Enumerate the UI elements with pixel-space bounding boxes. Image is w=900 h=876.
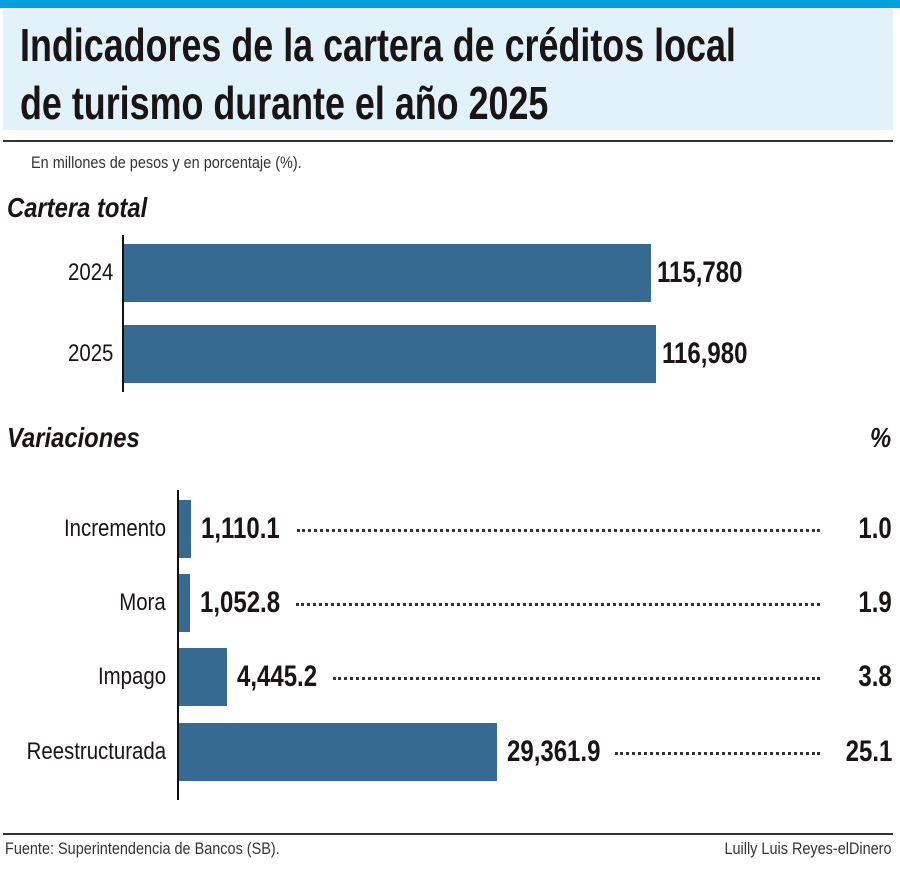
dotted-leader xyxy=(333,677,820,680)
value-label: 1,110.1 xyxy=(201,512,280,545)
title-line-1: Indicadores de la cartera de créditos lo… xyxy=(20,19,736,71)
bar xyxy=(179,648,228,706)
divider xyxy=(3,140,893,142)
category-label: Impago xyxy=(97,663,166,690)
percent-label: 25.1 xyxy=(845,735,892,768)
category-label: 2024 xyxy=(67,259,113,286)
category-label: Reestructurada xyxy=(26,738,166,765)
footer-divider xyxy=(3,833,893,835)
category-label: 2025 xyxy=(67,340,113,367)
axis-cartera xyxy=(122,235,124,392)
value-label: 4,445.2 xyxy=(237,660,318,693)
bar xyxy=(124,325,657,383)
bar xyxy=(124,244,651,302)
title-line-2: de turismo durante el año 2025 xyxy=(20,77,549,129)
value-label: 29,361.9 xyxy=(507,735,601,768)
value-label: 115,780 xyxy=(657,256,743,289)
title-box xyxy=(3,9,893,130)
bar xyxy=(179,500,192,558)
value-label: 1,052.8 xyxy=(200,586,281,619)
subtitle: En millones de pesos y en porcentaje (%)… xyxy=(31,153,302,172)
bar xyxy=(179,723,497,781)
source: Fuente: Superintendencia de Bancos (SB). xyxy=(5,839,280,858)
top-accent-bar xyxy=(0,0,900,8)
category-label: Incremento xyxy=(63,515,166,542)
category-label: Mora xyxy=(119,589,166,616)
dotted-leader xyxy=(615,752,820,755)
axis-variaciones xyxy=(177,490,179,800)
value-label: 116,980 xyxy=(662,337,748,370)
bar xyxy=(179,574,191,632)
percent-label: 1.0 xyxy=(858,512,892,545)
percent-label: 1.9 xyxy=(858,586,892,619)
section-heading-variaciones: Variaciones xyxy=(7,422,140,453)
dotted-leader xyxy=(296,603,820,606)
percent-header: % xyxy=(870,422,892,453)
dotted-leader xyxy=(297,529,820,532)
section-heading-cartera: Cartera total xyxy=(7,192,148,223)
percent-label: 3.8 xyxy=(858,660,892,693)
credit: Luilly Luis Reyes-elDinero xyxy=(724,839,892,858)
